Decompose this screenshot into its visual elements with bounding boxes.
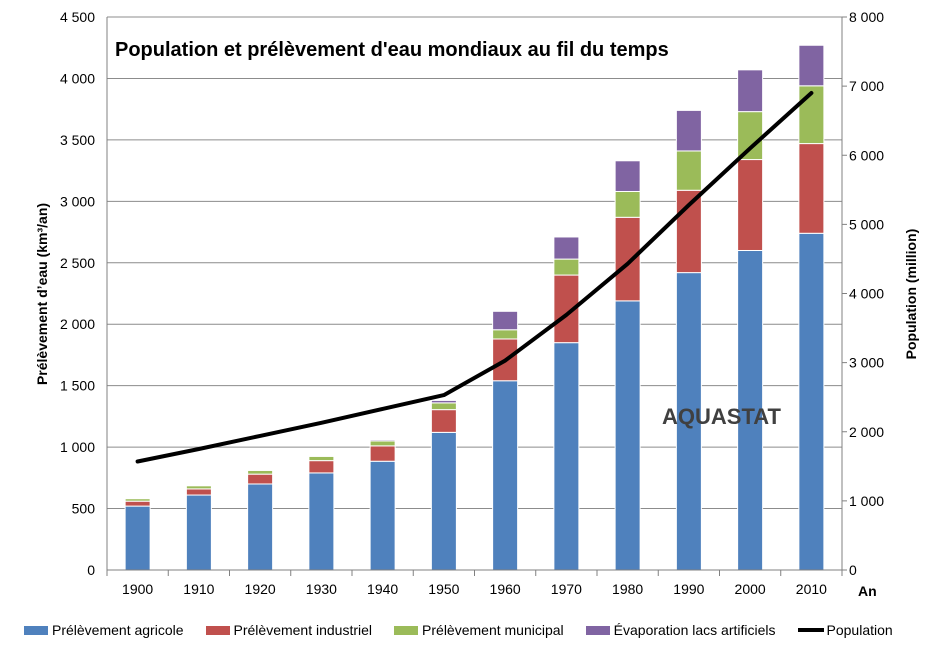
x-tick-label: 1930 [306,581,337,597]
bars [124,44,825,571]
left-axis-title: Prélèvement d’eau (km³/an) [34,203,50,385]
population-line [135,91,814,464]
bar-segment-0 [553,342,580,571]
x-tick-label: 1920 [245,581,276,597]
right-tick-label: 7 000 [849,78,884,94]
population-line-layer [135,91,814,464]
right-axis-title: Population (million) [903,229,919,360]
bar-segment-2 [614,191,641,218]
right-tick-label: 4 000 [849,286,884,302]
bar-segment-0 [798,232,825,571]
right-tick-label: 2 000 [849,424,884,440]
gridlines [107,16,842,510]
legend-label-agricole: Prélèvement agricole [52,622,184,638]
x-tick-label: 1990 [673,581,704,597]
legend-swatch-agricole [24,625,48,635]
left-tick-label: 0 [87,562,95,578]
bar-segment-3 [737,69,764,113]
x-tick-label: 1940 [367,581,398,597]
bar-segment-3 [614,160,641,193]
bar-segment-2 [430,402,457,411]
bar-segment-1 [430,409,457,433]
aquastat-watermark: AQUASTAT [662,404,782,429]
left-tick-label: 2 500 [60,255,95,271]
bar-segment-3 [430,399,457,404]
bar-segment-2 [185,485,212,490]
axes: 0 500 1 000 1 500 2 000 2 500 3 000 3 500 4 000 4… [60,9,884,597]
x-tick-label: 1950 [428,581,459,597]
x-tick-label: 2000 [735,581,766,597]
bar-segment-0 [492,380,519,571]
legend-swatch-municipal [394,625,419,635]
bar-segment-1 [247,473,274,485]
bar-segment-1 [614,216,641,302]
bar-segment-3 [369,439,396,442]
bar-segment-0 [369,460,396,571]
bar-segment-2 [308,455,335,462]
bar-segment-3 [798,44,825,87]
left-tick-label: 3 000 [60,193,95,209]
right-tick-label: 3 000 [849,355,884,371]
legend-label-municipal: Prélèvement municipal [422,622,564,638]
bar-segment-0 [430,431,457,571]
x-tick-label: 1900 [122,581,153,597]
bar-segment-2 [492,329,519,340]
bar-segment-1 [308,460,335,474]
bar-segment-3 [492,310,519,331]
x-tick-label: 1960 [490,581,521,597]
legend-label-population: Population [826,622,893,638]
left-tick-label: 500 [72,501,96,517]
bar-segment-2 [798,85,825,145]
left-tick-label: 1 000 [60,439,95,455]
x-tick-label: 1970 [551,581,582,597]
bar-segment-0 [185,494,212,571]
bar-segment-3 [308,455,335,457]
legend: Prélèvement agricole Prélèvement industr… [0,618,935,642]
bar-segment-1 [124,500,151,507]
bar-segment-0 [308,472,335,571]
legend-item-evaporation: Évaporation lacs artificiels [585,622,776,638]
legend-swatch-evaporation [585,625,610,635]
right-tick-label: 5 000 [849,216,884,232]
legend-label-evaporation: Évaporation lacs artificiels [613,622,776,638]
left-tick-label: 1 500 [60,378,95,394]
left-tick-label: 4 500 [60,9,95,25]
left-tick-label: 4 000 [60,70,95,86]
right-tick-label: 0 [849,562,857,578]
legend-line-population [797,628,824,632]
bar-segment-3 [675,109,702,152]
bar-segment-2 [553,258,580,276]
bar-segment-1 [369,445,396,462]
legend-item-municipal: Prélèvement municipal [394,622,564,638]
x-tick-label: 1980 [612,581,643,597]
bar-segment-2 [675,150,702,191]
left-tick-label: 2 000 [60,316,95,332]
legend-item-agricole: Prélèvement agricole [24,622,184,638]
legend-swatch-industriel [205,625,230,635]
bar-segment-0 [614,300,641,571]
legend-item-population: Population [797,622,893,638]
bar-segment-2 [247,469,274,475]
legend-item-industriel: Prélèvement industriel [205,622,373,638]
bar-segment-1 [737,159,764,251]
right-tick-label: 6 000 [849,147,884,163]
left-tick-label: 3 500 [60,132,95,148]
bar-segment-2 [369,440,396,447]
x-axis-title: An [858,583,877,599]
bar-segment-0 [124,505,151,571]
bar-segment-1 [798,143,825,234]
bar-segment-1 [185,488,212,496]
right-tick-label: 1 000 [849,493,884,509]
x-tick-label: 1910 [183,581,214,597]
legend-label-industriel: Prélèvement industriel [233,622,373,638]
bar-segment-3 [553,236,580,260]
right-tick-label: 8 000 [849,9,884,25]
bar-segment-0 [247,483,274,571]
bar-segment-2 [124,498,151,502]
chart-title: Population et prélèvement d'eau mondiaux… [115,39,669,61]
bar-segment-2 [737,111,764,161]
x-tick-label: 2010 [796,581,827,597]
